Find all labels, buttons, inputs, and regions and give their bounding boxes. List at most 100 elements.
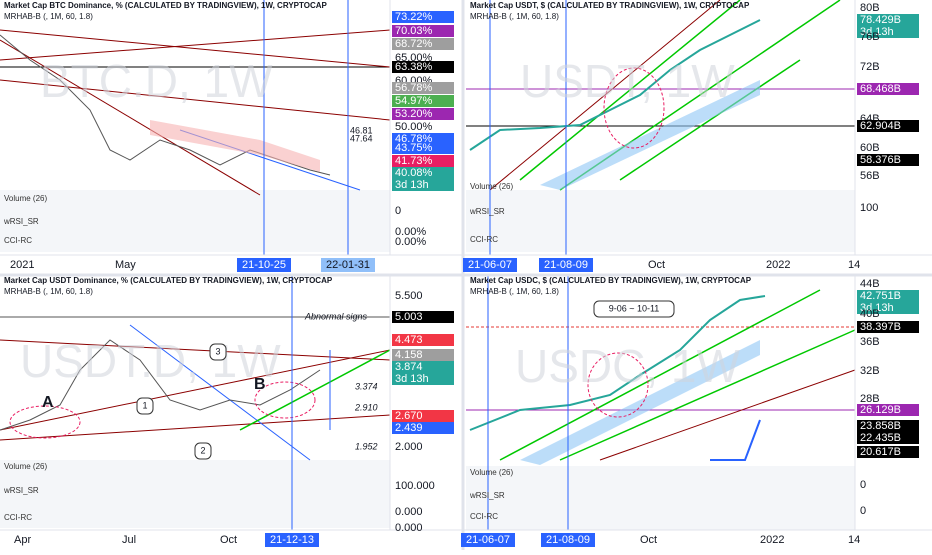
axis-label: 0 <box>860 505 866 517</box>
price-box <box>857 420 919 432</box>
price-box <box>392 311 454 323</box>
price-box <box>392 349 454 361</box>
price-box <box>392 25 454 37</box>
price-label: 78.429B <box>860 14 901 26</box>
pane-label: Volume (26) <box>470 468 513 477</box>
indicator-label: MRHAB-B (, 1M, 60, 1.8) <box>470 12 559 21</box>
pane-label: wRSI_SR <box>469 207 505 216</box>
price-label: 38.397B <box>860 321 901 333</box>
price-label: 26.129B <box>860 404 901 416</box>
price-box <box>857 404 919 416</box>
price-box <box>392 95 454 107</box>
price-box <box>392 334 454 346</box>
axis-label: 36B <box>860 336 880 348</box>
price-label: 73.22% <box>395 11 433 23</box>
watermark: USDC, 1W <box>515 340 740 392</box>
countdown: 3d 13h <box>395 179 429 191</box>
price-label: 2.670 <box>395 410 423 422</box>
axis-label: 0.000 <box>395 522 423 534</box>
time-label: 14 <box>848 259 860 271</box>
callout-label: 2 <box>200 445 205 455</box>
price-box <box>392 11 454 23</box>
callout <box>136 397 154 415</box>
indicator-label: MRHAB-B (, 1M, 60, 1.8) <box>4 12 93 21</box>
axis-label: 0.00% <box>395 226 426 238</box>
callout <box>209 343 227 361</box>
pane-label: wRSI_SR <box>3 486 39 495</box>
axis-label: 100.000 <box>395 480 435 492</box>
price-box <box>392 422 454 434</box>
annotation: 46.81 <box>350 125 373 135</box>
callout-label: 1 <box>142 400 147 410</box>
callout <box>593 300 675 318</box>
price-box <box>857 446 919 458</box>
time-marker: 21-12-13 <box>270 534 314 546</box>
pane-label: Volume (26) <box>4 194 47 203</box>
price-label: 40.08% <box>395 167 433 179</box>
price-label: 53.20% <box>395 108 433 120</box>
price-label: 3.874 <box>395 361 423 373</box>
annotation: 2.910 <box>354 402 378 412</box>
time-label: 14 <box>848 534 860 546</box>
axis-label: 44B <box>860 278 880 290</box>
annotation: A <box>42 394 54 411</box>
time-marker-box <box>463 258 517 272</box>
time-marker-box <box>541 533 595 547</box>
price-label: 5.003 <box>395 311 423 323</box>
pane-label: wRSI_SR <box>469 491 505 500</box>
price-label: 41.73% <box>395 155 433 167</box>
pane-label: CCI-RC <box>470 512 498 521</box>
countdown: 3d 13h <box>395 373 429 385</box>
price-box <box>392 108 454 120</box>
price-box <box>392 410 454 422</box>
price-box <box>857 154 919 166</box>
price-label: 56.78% <box>395 82 433 94</box>
pane-label: CCI-RC <box>470 235 498 244</box>
time-marker-box <box>321 258 375 272</box>
price-label: 62.904B <box>860 120 901 132</box>
panel-title: Market Cap USDC, $ (CALCULATED BY TRADIN… <box>470 276 752 285</box>
price-box <box>392 142 454 154</box>
time-label: 2022 <box>766 259 790 271</box>
price-label: 70.03% <box>395 25 433 37</box>
time-label: 2022 <box>760 534 784 546</box>
axis-label: 72B <box>860 61 880 73</box>
price-label: 68.468B <box>860 83 901 95</box>
time-marker: 22-01-31 <box>326 259 370 271</box>
axis-label: 0.00% <box>395 236 426 248</box>
time-label: Oct <box>640 534 657 546</box>
price-box <box>857 432 919 444</box>
price-label: 4.158 <box>395 349 423 361</box>
price-label: 54.97% <box>395 95 433 107</box>
axis-label: 65.00% <box>395 52 433 64</box>
axis-label: 5.500 <box>395 290 423 302</box>
price-box <box>392 38 454 50</box>
axis-label: 0 <box>860 479 866 491</box>
axis-label: 76B <box>860 31 880 43</box>
price-box <box>392 361 454 373</box>
time-marker: 21-06-07 <box>468 259 512 271</box>
time-label: Jul <box>122 534 136 546</box>
time-marker-box <box>539 258 593 272</box>
price-box <box>857 321 919 333</box>
time-marker-box <box>237 258 291 272</box>
axis-label: 60B <box>860 142 880 154</box>
time-marker-box <box>265 533 319 547</box>
countdown: 3d 13h <box>860 26 894 38</box>
pane-label: CCI-RC <box>4 236 32 245</box>
axis-label: 28B <box>860 393 880 405</box>
time-marker: 21-08-09 <box>546 534 590 546</box>
price-label: 46.78% <box>395 133 433 145</box>
price-label: 63.38% <box>395 61 433 73</box>
axis-label: 80B <box>860 2 880 14</box>
price-box <box>857 14 919 26</box>
panel-title: Market Cap USDT Dominance, % (CALCULATED… <box>4 276 333 285</box>
panel-title: Market Cap USDT, $ (CALCULATED BY TRADIN… <box>470 1 750 10</box>
callout-label: 9-06 ~ 10-11 <box>609 303 660 313</box>
watermark: BTC.D, 1W <box>40 55 273 107</box>
axis-label: 2.000 <box>395 441 423 453</box>
countdown-box <box>392 179 454 191</box>
axis-label: 40B <box>860 308 880 320</box>
price-label: 2.439 <box>395 422 423 434</box>
